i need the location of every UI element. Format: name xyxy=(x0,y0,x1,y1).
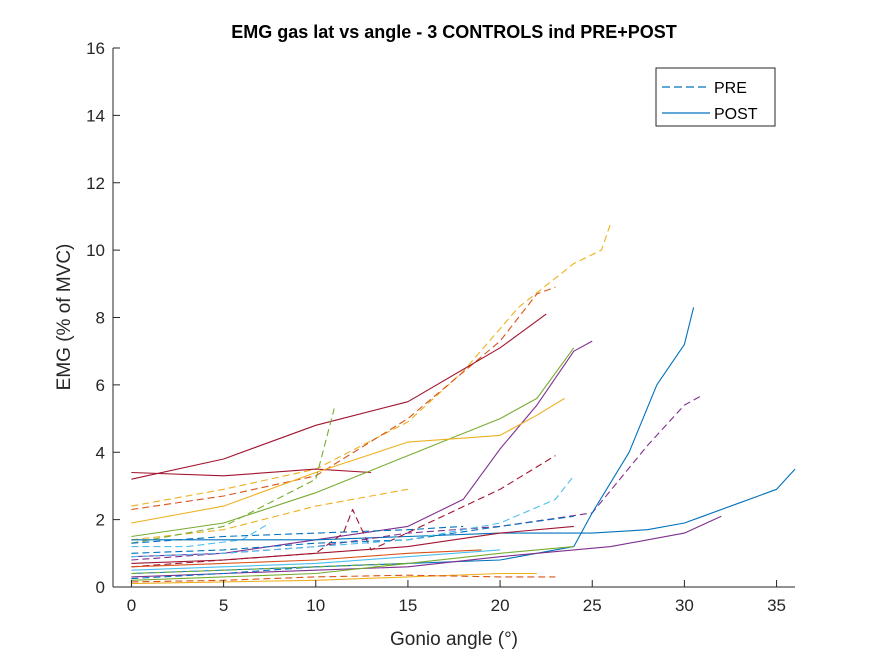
series-line xyxy=(131,574,556,583)
y-axis-title: EMG (% of MVC) xyxy=(54,244,75,391)
series-line xyxy=(131,546,574,581)
x-axis-title: Gonio angle (°) xyxy=(390,629,518,650)
series-line xyxy=(131,572,537,585)
series-line xyxy=(131,525,574,564)
y-tick-label: 10 xyxy=(86,241,105,260)
series-line xyxy=(131,549,501,571)
x-tick-label: 5 xyxy=(219,596,228,615)
series-line xyxy=(131,313,547,480)
series-line xyxy=(131,455,556,568)
series-line xyxy=(131,408,335,544)
series-line xyxy=(131,549,482,568)
legend-pre-label: PRE xyxy=(714,80,747,97)
legend: PRE POST xyxy=(655,67,776,127)
y-tick-label: 0 xyxy=(96,578,105,597)
series-line xyxy=(131,562,408,580)
x-tick-label: 0 xyxy=(127,596,136,615)
y-tick-label: 12 xyxy=(86,174,105,193)
x-tick-label: 10 xyxy=(306,596,325,615)
y-tick-label: 14 xyxy=(86,106,105,125)
y-tick-label: 8 xyxy=(96,309,105,328)
x-tick-label: 35 xyxy=(767,596,786,615)
y-tick-label: 4 xyxy=(96,443,105,462)
series-line xyxy=(131,515,722,578)
x-tick-label: 25 xyxy=(583,596,602,615)
series-line xyxy=(131,286,556,511)
axes: 0 5 10 15 20 25 30 35 0 2 4 6 8 10 12 14 16 xyxy=(86,39,795,615)
series-line xyxy=(131,340,593,558)
series-line xyxy=(131,525,464,544)
y-tick-label: 6 xyxy=(96,376,105,395)
y-tick-label: 2 xyxy=(96,511,105,530)
x-tick-label: 20 xyxy=(491,596,510,615)
y-tick-label: 16 xyxy=(86,39,105,58)
legend-box xyxy=(655,67,776,127)
legend-post-label: POST xyxy=(714,106,758,123)
x-tick-label: 30 xyxy=(675,596,694,615)
series-line xyxy=(131,468,796,541)
series-line xyxy=(131,475,575,558)
x-tick-label: 15 xyxy=(398,596,417,615)
series-line xyxy=(131,468,372,477)
series-line xyxy=(131,347,575,538)
chart-title: EMG gas lat vs angle - 3 CONTROLS ind PR… xyxy=(231,22,677,42)
series-line xyxy=(131,522,270,548)
plot-lines xyxy=(131,223,796,585)
series-line xyxy=(131,397,565,524)
series-line xyxy=(131,562,408,575)
